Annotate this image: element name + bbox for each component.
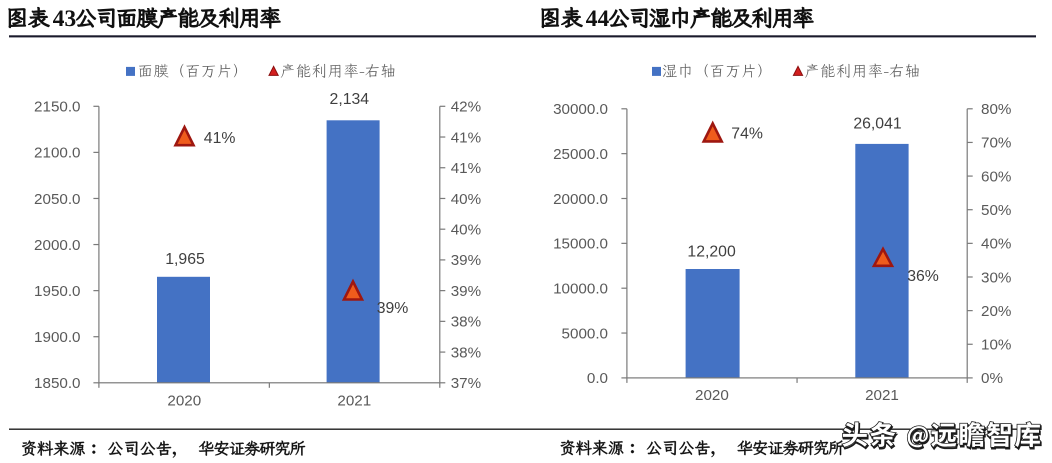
svg-text:1850.0: 1850.0 bbox=[34, 375, 80, 392]
svg-text:40%: 40% bbox=[451, 221, 481, 238]
svg-text:2050.0: 2050.0 bbox=[34, 191, 80, 208]
svg-text:60%: 60% bbox=[981, 168, 1011, 185]
svg-text:38%: 38% bbox=[451, 344, 481, 361]
svg-text:1950.0: 1950.0 bbox=[34, 283, 80, 300]
svg-text:41%: 41% bbox=[451, 160, 481, 177]
svg-text:26,041: 26,041 bbox=[853, 116, 902, 133]
svg-text:41%: 41% bbox=[204, 130, 236, 147]
svg-text:40%: 40% bbox=[451, 191, 481, 208]
svg-text:0.0: 0.0 bbox=[587, 370, 608, 387]
svg-text:40%: 40% bbox=[981, 236, 1011, 253]
svg-text:2021: 2021 bbox=[865, 387, 899, 404]
svg-text:38%: 38% bbox=[451, 314, 481, 331]
svg-text:15000.0: 15000.0 bbox=[553, 236, 608, 253]
svg-text:2,134: 2,134 bbox=[330, 91, 370, 108]
svg-text:36%: 36% bbox=[907, 268, 939, 285]
svg-text:2000.0: 2000.0 bbox=[34, 237, 80, 254]
svg-text:37%: 37% bbox=[451, 375, 481, 392]
svg-text:10%: 10% bbox=[981, 337, 1011, 354]
svg-text:2100.0: 2100.0 bbox=[34, 145, 80, 162]
svg-text:12,200: 12,200 bbox=[687, 243, 736, 260]
svg-text:74%: 74% bbox=[731, 126, 763, 143]
svg-text:80%: 80% bbox=[981, 101, 1011, 118]
svg-text:2021: 2021 bbox=[337, 392, 371, 409]
svg-text:39%: 39% bbox=[451, 283, 481, 300]
svg-text:20000.0: 20000.0 bbox=[553, 191, 608, 208]
svg-text:2020: 2020 bbox=[167, 392, 201, 409]
svg-text:41%: 41% bbox=[451, 129, 481, 146]
svg-text:5000.0: 5000.0 bbox=[562, 325, 608, 342]
svg-text:1,965: 1,965 bbox=[165, 251, 205, 268]
svg-text:10000.0: 10000.0 bbox=[553, 281, 608, 298]
svg-text:70%: 70% bbox=[981, 135, 1011, 152]
svg-text:39%: 39% bbox=[451, 252, 481, 269]
svg-text:20%: 20% bbox=[981, 303, 1011, 320]
svg-text:2020: 2020 bbox=[695, 387, 729, 404]
svg-text:30%: 30% bbox=[981, 269, 1011, 286]
svg-text:30000.0: 30000.0 bbox=[553, 101, 608, 118]
svg-text:0%: 0% bbox=[981, 370, 1003, 387]
svg-text:2150.0: 2150.0 bbox=[34, 99, 80, 116]
svg-text:42%: 42% bbox=[451, 99, 481, 116]
svg-text:1900.0: 1900.0 bbox=[34, 329, 80, 346]
svg-text:39%: 39% bbox=[377, 300, 409, 317]
svg-text:25000.0: 25000.0 bbox=[553, 146, 608, 163]
svg-text:50%: 50% bbox=[981, 202, 1011, 219]
